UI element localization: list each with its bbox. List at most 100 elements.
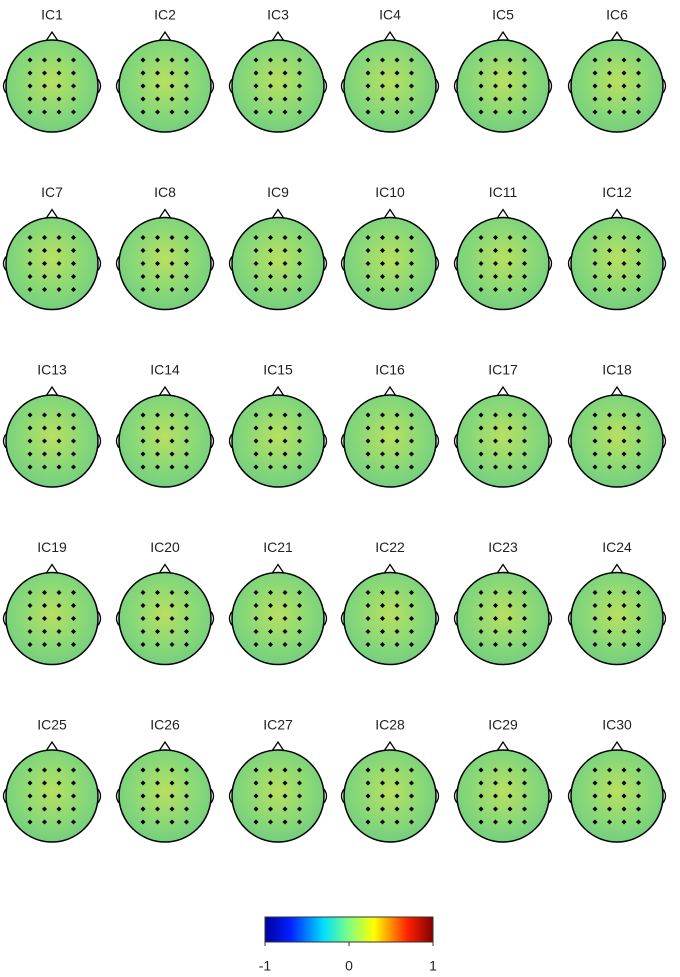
- electrode: [140, 248, 146, 253]
- electrode: [409, 793, 414, 799]
- electrode: [297, 109, 302, 115]
- electrode: [27, 767, 33, 773]
- electrode: [282, 274, 288, 279]
- electrode: [282, 642, 288, 647]
- electrode: [169, 806, 175, 812]
- ear: [548, 256, 553, 271]
- electrode: [282, 96, 288, 102]
- electrode: [253, 590, 259, 595]
- electrode: [380, 57, 385, 63]
- electrode: [592, 438, 598, 444]
- electrode: [56, 780, 62, 786]
- electrode: [155, 780, 160, 786]
- electrode: [365, 767, 371, 773]
- electrode: [394, 438, 400, 444]
- electrode: [42, 767, 47, 773]
- electrode: [507, 425, 513, 431]
- electrode: [394, 70, 400, 76]
- electrode: [592, 793, 598, 799]
- electrode: [409, 248, 414, 253]
- electrode: [409, 819, 414, 825]
- electrode: [380, 629, 385, 634]
- electrode: [394, 642, 400, 647]
- head: [5, 216, 99, 311]
- scalp-map: [228, 208, 328, 311]
- electrode: [71, 425, 76, 431]
- electrode: [42, 819, 47, 825]
- electrode: [621, 70, 627, 76]
- electrode: [56, 425, 62, 431]
- electrode: [253, 70, 259, 76]
- electrode: [607, 780, 612, 786]
- electrode: [27, 451, 33, 457]
- electrode: [409, 235, 414, 240]
- panel-title: IC28: [375, 717, 405, 733]
- electrode: [607, 819, 612, 825]
- electrode: [607, 248, 612, 253]
- electrode: [409, 767, 414, 773]
- electrode: [478, 261, 484, 266]
- electrode: [56, 629, 62, 634]
- electrode: [621, 274, 627, 279]
- ear: [97, 788, 102, 804]
- electrode: [621, 96, 627, 102]
- electrode: [621, 109, 627, 115]
- electrode: [394, 274, 400, 279]
- electrode: [522, 109, 527, 115]
- electrode: [522, 629, 527, 634]
- ear: [228, 256, 233, 271]
- electrode: [155, 616, 160, 621]
- panel-title: IC5: [492, 7, 514, 23]
- electrode: [169, 57, 175, 63]
- electrode: [155, 767, 160, 773]
- scalp-map: [340, 208, 440, 311]
- electrode: [607, 438, 612, 444]
- electrode: [155, 412, 160, 418]
- electrode: [71, 767, 76, 773]
- electrode: [253, 274, 259, 279]
- electrode: [155, 629, 160, 634]
- electrode: [493, 57, 498, 63]
- electrode: [607, 451, 612, 457]
- electrode: [636, 603, 641, 608]
- ear: [115, 256, 120, 271]
- head: [5, 749, 99, 843]
- electrode: [140, 793, 146, 799]
- electrode: [184, 603, 189, 608]
- electrode: [409, 261, 414, 266]
- electrode: [380, 642, 385, 647]
- electrode: [507, 274, 513, 279]
- electrode: [409, 109, 414, 115]
- electrode: [253, 819, 259, 825]
- scalp-map: [115, 30, 215, 133]
- electrode: [56, 261, 62, 266]
- electrode: [409, 96, 414, 102]
- electrode: [365, 819, 371, 825]
- electrode: [394, 806, 400, 812]
- electrode: [478, 603, 484, 608]
- electrode: [409, 629, 414, 634]
- electrode: [592, 806, 598, 812]
- electrode: [169, 603, 175, 608]
- electrode: [282, 109, 288, 115]
- electrode: [282, 248, 288, 253]
- electrode: [42, 70, 47, 76]
- electrode: [282, 287, 288, 292]
- ear: [435, 256, 440, 271]
- electrode: [607, 642, 612, 647]
- electrode: [478, 425, 484, 431]
- electrode: [184, 780, 189, 786]
- electrode: [507, 793, 513, 799]
- electrode: [636, 70, 641, 76]
- nose: [271, 30, 285, 42]
- electrode: [56, 109, 62, 115]
- electrode: [169, 438, 175, 444]
- electrode: [184, 83, 189, 89]
- ear: [453, 611, 458, 626]
- electrode: [27, 70, 33, 76]
- electrode: [621, 425, 627, 431]
- electrode: [507, 287, 513, 292]
- electrode: [621, 412, 627, 418]
- electrode: [507, 57, 513, 63]
- electrode: [507, 109, 513, 115]
